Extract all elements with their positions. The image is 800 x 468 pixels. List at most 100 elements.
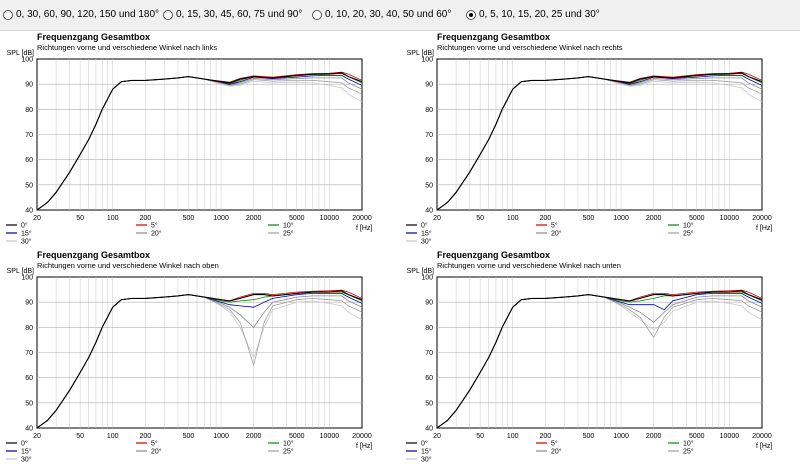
y-tick-label: 40 [425, 426, 433, 433]
x-axis-label: f [Hz] [756, 225, 772, 232]
legend-label: 25° [683, 448, 694, 456]
y-tick-label: 40 [25, 426, 33, 433]
legend-label: 5° [551, 440, 558, 448]
legend-label: 0° [21, 440, 28, 448]
x-tick-label: 5000 [289, 215, 305, 222]
y-tick-label: 80 [425, 107, 433, 114]
y-tick-label: 100 [421, 275, 433, 282]
y-tick-label: 50 [425, 182, 433, 189]
x-tick-label: 5000 [689, 215, 705, 222]
y-tick-label: 70 [425, 350, 433, 357]
y-tick-label: 80 [25, 325, 33, 332]
x-tick-label: 2000 [246, 433, 262, 440]
chart-svg: 40 50 60 70 80 90 100 20 50 100 200 500 1000 2000 5000… [406, 50, 772, 246]
x-axis-label: f [Hz] [756, 443, 772, 450]
x-tick-label: 5000 [689, 433, 705, 440]
x-tick-label: 1000 [213, 215, 229, 222]
radio-label: 0, 5, 10, 15, 20, 25 und 30° [479, 9, 600, 20]
y-axis-label: SPL [dB] [407, 268, 434, 275]
y-tick-label: 100 [421, 57, 433, 64]
y-tick-label: 60 [425, 157, 433, 164]
x-tick-label: 20 [33, 433, 41, 440]
x-tick-label: 50 [76, 433, 84, 440]
chart-subtitle: Richtungen vorne und verschiedene Winkel… [37, 261, 219, 270]
y-tick-label: 40 [425, 208, 433, 215]
legend-label: 30° [21, 456, 32, 464]
x-tick-label: 20 [33, 215, 41, 222]
y-tick-label: 40 [25, 208, 33, 215]
y-tick-label: 80 [425, 325, 433, 332]
radio-button-checked-icon[interactable] [466, 9, 476, 20]
radio-option-0-180[interactable]: 0, 30, 60, 90, 120, 150 und 180° [3, 9, 159, 20]
legend-label: 20° [151, 448, 162, 456]
x-tick-label: 200 [539, 215, 551, 222]
series-line [37, 290, 362, 428]
radio-option-0-30[interactable]: 0, 5, 10, 15, 20, 25 und 30° [466, 9, 600, 20]
y-tick-label: 80 [25, 107, 33, 114]
chart-subtitle: Richtungen vorne und verschiedene Winkel… [437, 43, 623, 52]
radio-label: 0, 15, 30, 45, 60, 75 und 90° [176, 9, 303, 20]
legend-label: 25° [683, 230, 694, 238]
x-tick-label: 500 [583, 215, 595, 222]
series-line [437, 290, 762, 428]
y-axis-label: SPL [dB] [407, 50, 434, 57]
legend-label: 20° [551, 230, 562, 238]
x-tick-label: 20000 [752, 433, 772, 440]
chart-subtitle: Richtungen vorne und verschiedene Winkel… [437, 261, 621, 270]
x-tick-label: 10000 [720, 433, 740, 440]
x-tick-label: 2000 [646, 433, 662, 440]
x-tick-label: 100 [507, 215, 519, 222]
radio-option-0-60[interactable]: 0, 10, 20, 30, 40, 50 und 60° [312, 9, 451, 20]
legend-label: 0° [421, 440, 428, 448]
radio-button-icon[interactable] [312, 9, 322, 20]
y-tick-label: 50 [425, 400, 433, 407]
y-tick-label: 90 [25, 300, 33, 307]
x-tick-label: 10000 [720, 215, 740, 222]
chart-subtitle: Richtungen vorne und verschiedene Winkel… [37, 43, 218, 52]
x-tick-label: 2000 [646, 215, 662, 222]
x-tick-label: 1000 [613, 433, 629, 440]
radio-button-icon[interactable] [163, 9, 173, 20]
legend-label: 10° [683, 440, 694, 448]
series-line [437, 72, 762, 210]
legend-label: 10° [683, 222, 694, 230]
legend-label: 0° [21, 222, 28, 230]
x-tick-label: 500 [183, 433, 195, 440]
x-tick-label: 20000 [752, 215, 772, 222]
x-tick-label: 100 [507, 433, 519, 440]
y-tick-label: 90 [25, 82, 33, 89]
y-tick-label: 60 [25, 375, 33, 382]
series-line [37, 72, 362, 210]
angle-set-selector: 0, 30, 60, 90, 120, 150 und 180° 0, 15, … [0, 0, 800, 31]
x-tick-label: 1000 [613, 215, 629, 222]
y-tick-label: 100 [21, 275, 33, 282]
x-tick-label: 200 [139, 433, 151, 440]
x-axis-label: f [Hz] [356, 225, 372, 232]
legend-label: 20° [151, 230, 162, 238]
x-tick-label: 10000 [320, 215, 340, 222]
radio-button-icon[interactable] [3, 9, 13, 20]
legend-label: 0° [421, 222, 428, 230]
x-tick-label: 500 [183, 215, 195, 222]
y-tick-label: 60 [25, 157, 33, 164]
y-tick-label: 90 [425, 300, 433, 307]
legend-label: 15° [21, 448, 32, 456]
legend-label: 25° [283, 448, 294, 456]
chart-svg: 40 50 60 70 80 90 100 20 50 100 200 500 1000 2000 5000… [6, 50, 372, 246]
legend-label: 15° [421, 448, 432, 456]
chart-panel-oben: 40 50 60 70 80 90 100 20 50 100 200 500 1000 2000 5000… [0, 250, 400, 468]
x-tick-label: 50 [476, 433, 484, 440]
x-tick-label: 20 [433, 433, 441, 440]
x-tick-label: 10000 [320, 433, 340, 440]
legend-label: 15° [421, 230, 432, 238]
x-tick-label: 20000 [352, 433, 372, 440]
x-tick-label: 50 [476, 215, 484, 222]
chart-title: Frequenzgang Gesamtbox [437, 32, 551, 42]
y-tick-label: 70 [25, 132, 33, 139]
y-tick-label: 50 [25, 182, 33, 189]
x-tick-label: 100 [107, 215, 119, 222]
y-axis-label: SPL [dB] [7, 50, 34, 57]
chart-panel-links: 40 50 60 70 80 90 100 20 50 100 200 500 1000 2000 5000… [0, 32, 400, 250]
radio-option-0-90[interactable]: 0, 15, 30, 45, 60, 75 und 90° [163, 9, 302, 20]
x-tick-label: 100 [107, 433, 119, 440]
